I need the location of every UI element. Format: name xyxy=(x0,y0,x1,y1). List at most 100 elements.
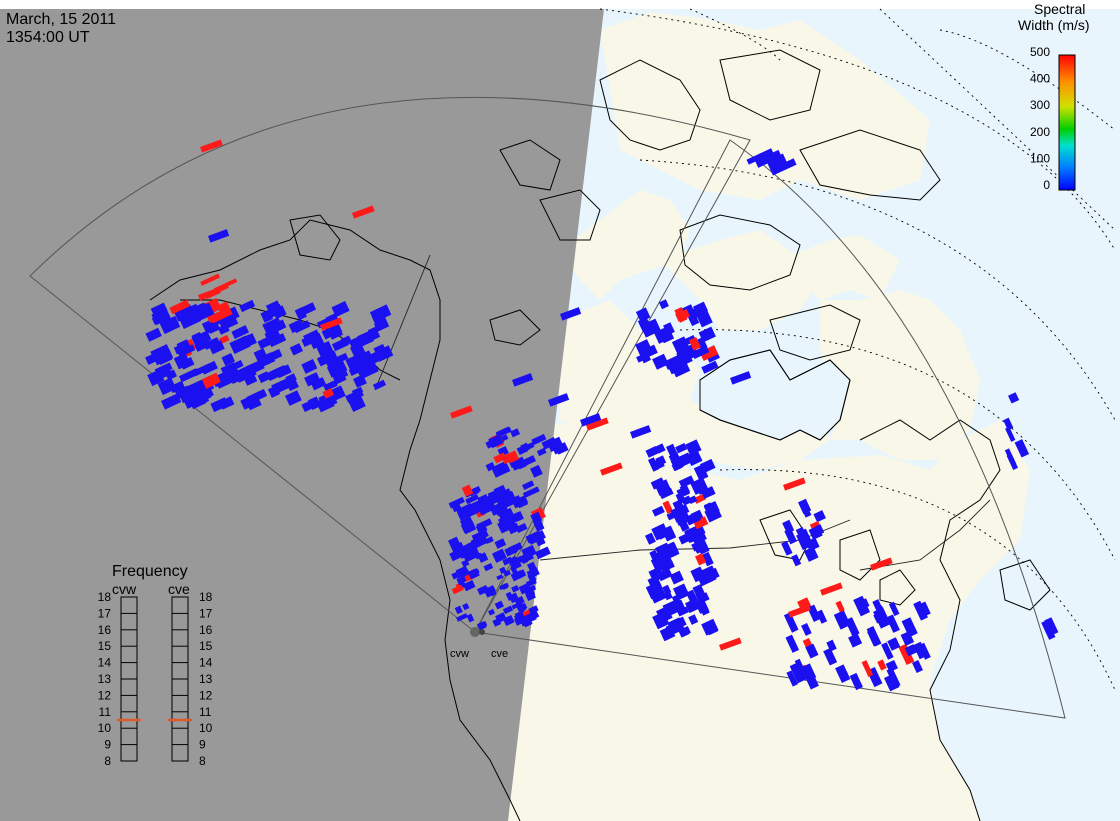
radar-echo-cell xyxy=(474,552,483,560)
radar-echo-cell xyxy=(904,644,918,657)
radar-echo-cell xyxy=(691,345,710,360)
radar-echo-cell xyxy=(459,516,473,527)
radar-echo-cell xyxy=(191,332,205,346)
radar-echo-cell xyxy=(648,566,665,583)
radar-echo-cell xyxy=(496,426,511,437)
radar-echo-cell xyxy=(787,604,811,618)
radar-echo-cell xyxy=(688,614,699,625)
radar-echo-cell xyxy=(536,447,547,457)
radar-echo-cell xyxy=(310,377,327,391)
radar-echo-cell xyxy=(535,546,551,560)
radar-echo-cell xyxy=(697,481,706,491)
radar-echo-cell xyxy=(201,372,221,389)
radar-echo-cell xyxy=(1014,439,1030,458)
frequency-level-label: 12 xyxy=(199,688,213,702)
frequency-level-label: 16 xyxy=(199,623,213,637)
radar-echo-cell xyxy=(653,327,670,344)
radar-echo-cell xyxy=(685,512,702,526)
radar-echo-cell xyxy=(150,344,171,359)
radar-echo-cell xyxy=(367,326,381,341)
radar-echo-cell xyxy=(288,319,305,334)
radar-echo-cell xyxy=(194,338,212,352)
radar-echo-cell xyxy=(323,380,338,392)
radar-echo-cell xyxy=(485,462,496,472)
radar-echo-cell xyxy=(693,464,709,481)
radar-echo-cell xyxy=(496,574,504,581)
radar-echo-cell xyxy=(898,643,915,665)
radar-echo-cell xyxy=(883,673,900,692)
frequency-level-label: 10 xyxy=(98,721,112,735)
radar-echo-cell xyxy=(461,559,470,568)
radar-echo-cell xyxy=(688,495,698,505)
radar-echo-cell xyxy=(462,602,470,611)
radar-echo-cell xyxy=(692,301,709,316)
frequency-level-label: 8 xyxy=(199,754,206,768)
radar-echo-cell xyxy=(508,592,520,604)
radar-echo-cell xyxy=(372,379,387,391)
frequency-level-label: 13 xyxy=(199,672,213,686)
radar-echo-cell xyxy=(448,496,465,509)
radar-echo-cell xyxy=(659,487,674,500)
radar-echo-cell xyxy=(665,623,676,634)
radar-echo-cell xyxy=(525,530,542,544)
station-cve-label: cve xyxy=(491,648,508,660)
radar-echo-cell xyxy=(176,339,191,352)
radar-echo-cell xyxy=(888,601,900,617)
radar-echo-cell xyxy=(476,535,488,547)
radar-echo-cell xyxy=(730,371,752,385)
radar-echo-cell xyxy=(353,374,367,388)
radar-echo-cell xyxy=(333,352,349,365)
radar-echo-cell xyxy=(494,488,512,502)
radar-echo-cell xyxy=(781,540,793,556)
radar-echo-cell xyxy=(340,335,353,347)
radar-echo-cell xyxy=(520,455,536,468)
radar-echo-cell xyxy=(192,363,212,377)
radar-echo-cell xyxy=(664,355,683,370)
radar-echo-cell xyxy=(503,569,512,577)
radar-echo-cell xyxy=(875,605,887,618)
radar-echo-cell xyxy=(220,362,239,379)
radar-echo-cell xyxy=(508,542,523,554)
radar-echo-cell xyxy=(1041,619,1056,640)
radar-echo-cell xyxy=(157,377,177,396)
colorbar-tick-label: 100 xyxy=(1030,151,1050,165)
radar-echo-cell xyxy=(235,334,252,348)
colorbar-tick-label: 400 xyxy=(1030,72,1050,86)
radar-echo-cell xyxy=(826,639,837,652)
frequency-level-label: 12 xyxy=(98,688,112,702)
header-date: March, 15 2011 xyxy=(6,11,116,28)
radar-echo-cell xyxy=(664,591,673,601)
radar-echo-cell xyxy=(448,536,461,549)
radar-echo-cell xyxy=(833,610,851,630)
radar-echo-cell xyxy=(499,512,514,528)
radar-echo-cell xyxy=(696,592,710,604)
radar-echo-cell xyxy=(533,519,545,532)
radar-echo-cell xyxy=(674,306,688,323)
radar-echo-cell xyxy=(209,340,224,352)
radar-echo-cell xyxy=(494,538,507,549)
radar-echo-cell xyxy=(514,612,525,622)
radar-echo-cell xyxy=(685,589,698,604)
radar-echo-cell xyxy=(704,505,722,523)
radar-echo-cell xyxy=(483,563,494,572)
radar-echo-cell xyxy=(651,523,670,541)
radar-echo-cell xyxy=(502,556,513,566)
radar-echo-cell xyxy=(803,546,819,562)
radar-echo-cell xyxy=(493,452,507,464)
radar-echo-cell xyxy=(501,583,509,590)
radar-echo-cell xyxy=(770,158,797,176)
station-cve-marker xyxy=(479,629,485,635)
radar-echo-cell xyxy=(661,630,676,642)
radar-echo-cell xyxy=(513,511,524,522)
colorbar: Spectral Width (m/s) 500 400 300 200 100 0 xyxy=(1018,1,1090,192)
grid-lines xyxy=(599,8,1116,691)
colorbar-title-line2: Width (m/s) xyxy=(1018,17,1090,33)
frequency-level-label: 17 xyxy=(98,606,112,620)
radar-echo-cell xyxy=(325,313,339,325)
radar-echo-cell xyxy=(494,600,504,610)
radar-echo-cell xyxy=(217,301,230,313)
radar-echo-cell xyxy=(648,457,660,472)
radar-echo-cell xyxy=(348,395,366,412)
frequency-level-label: 13 xyxy=(98,672,112,686)
radar-echo-cell xyxy=(208,229,230,243)
